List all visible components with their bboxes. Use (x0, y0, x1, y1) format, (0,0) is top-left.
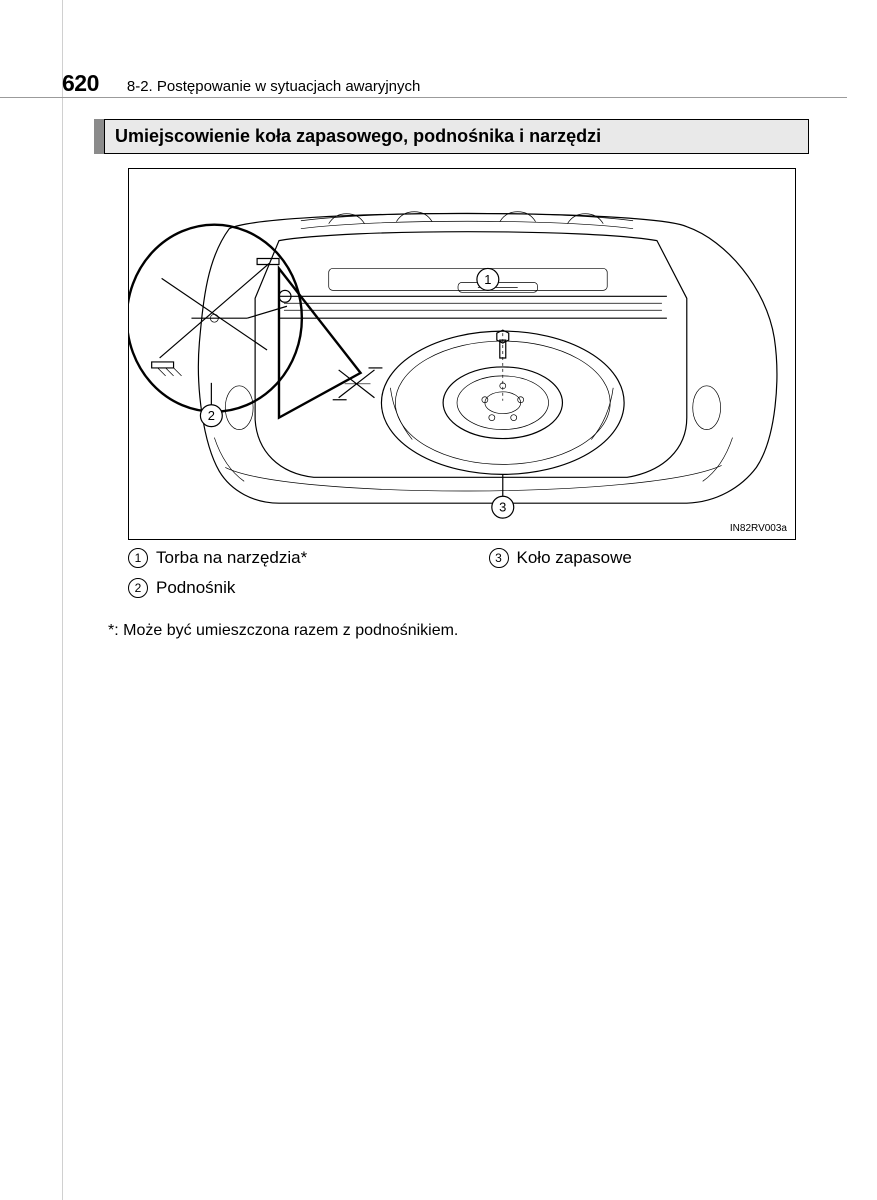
section-label: 8-2. Postępowanie w sytuacjach awaryjnyc… (127, 78, 420, 95)
diagram-callout-2: 2 (208, 408, 215, 423)
diagram-code: IN82RV003a (730, 523, 787, 534)
diagram-callout-1: 1 (484, 272, 491, 287)
diagram-box: 1 3 2 IN82RV003a (128, 168, 796, 540)
section-heading-wrap: Umiejscowienie koła zapasowego, podnośni… (94, 119, 809, 154)
header-underline (0, 97, 847, 98)
legend-num-2: 2 (128, 578, 148, 598)
trunk-diagram: 1 3 2 (129, 169, 795, 539)
diagram-callout-3: 3 (499, 500, 506, 515)
left-margin-line (62, 0, 63, 1200)
page-header: 620 8-2. Postępowanie w sytuacjach awary… (62, 70, 847, 97)
footnote: *: Może być umieszczona razem z podnośni… (108, 622, 458, 640)
legend-item-2: 2 Podnośnik (128, 578, 449, 598)
legend-label-3: Koło zapasowe (517, 548, 632, 568)
legend: 1 Torba na narzędzia* 3 Koło zapasowe 2 … (128, 548, 809, 598)
legend-item-3: 3 Koło zapasowe (489, 548, 810, 568)
legend-label-2: Podnośnik (156, 578, 235, 598)
legend-item-1: 1 Torba na narzędzia* (128, 548, 449, 568)
legend-label-1: Torba na narzędzia* (156, 548, 307, 568)
legend-num-3: 3 (489, 548, 509, 568)
page-number: 620 (62, 70, 99, 97)
legend-num-1: 1 (128, 548, 148, 568)
section-heading: Umiejscowienie koła zapasowego, podnośni… (104, 119, 809, 154)
section-heading-bar (94, 119, 104, 154)
